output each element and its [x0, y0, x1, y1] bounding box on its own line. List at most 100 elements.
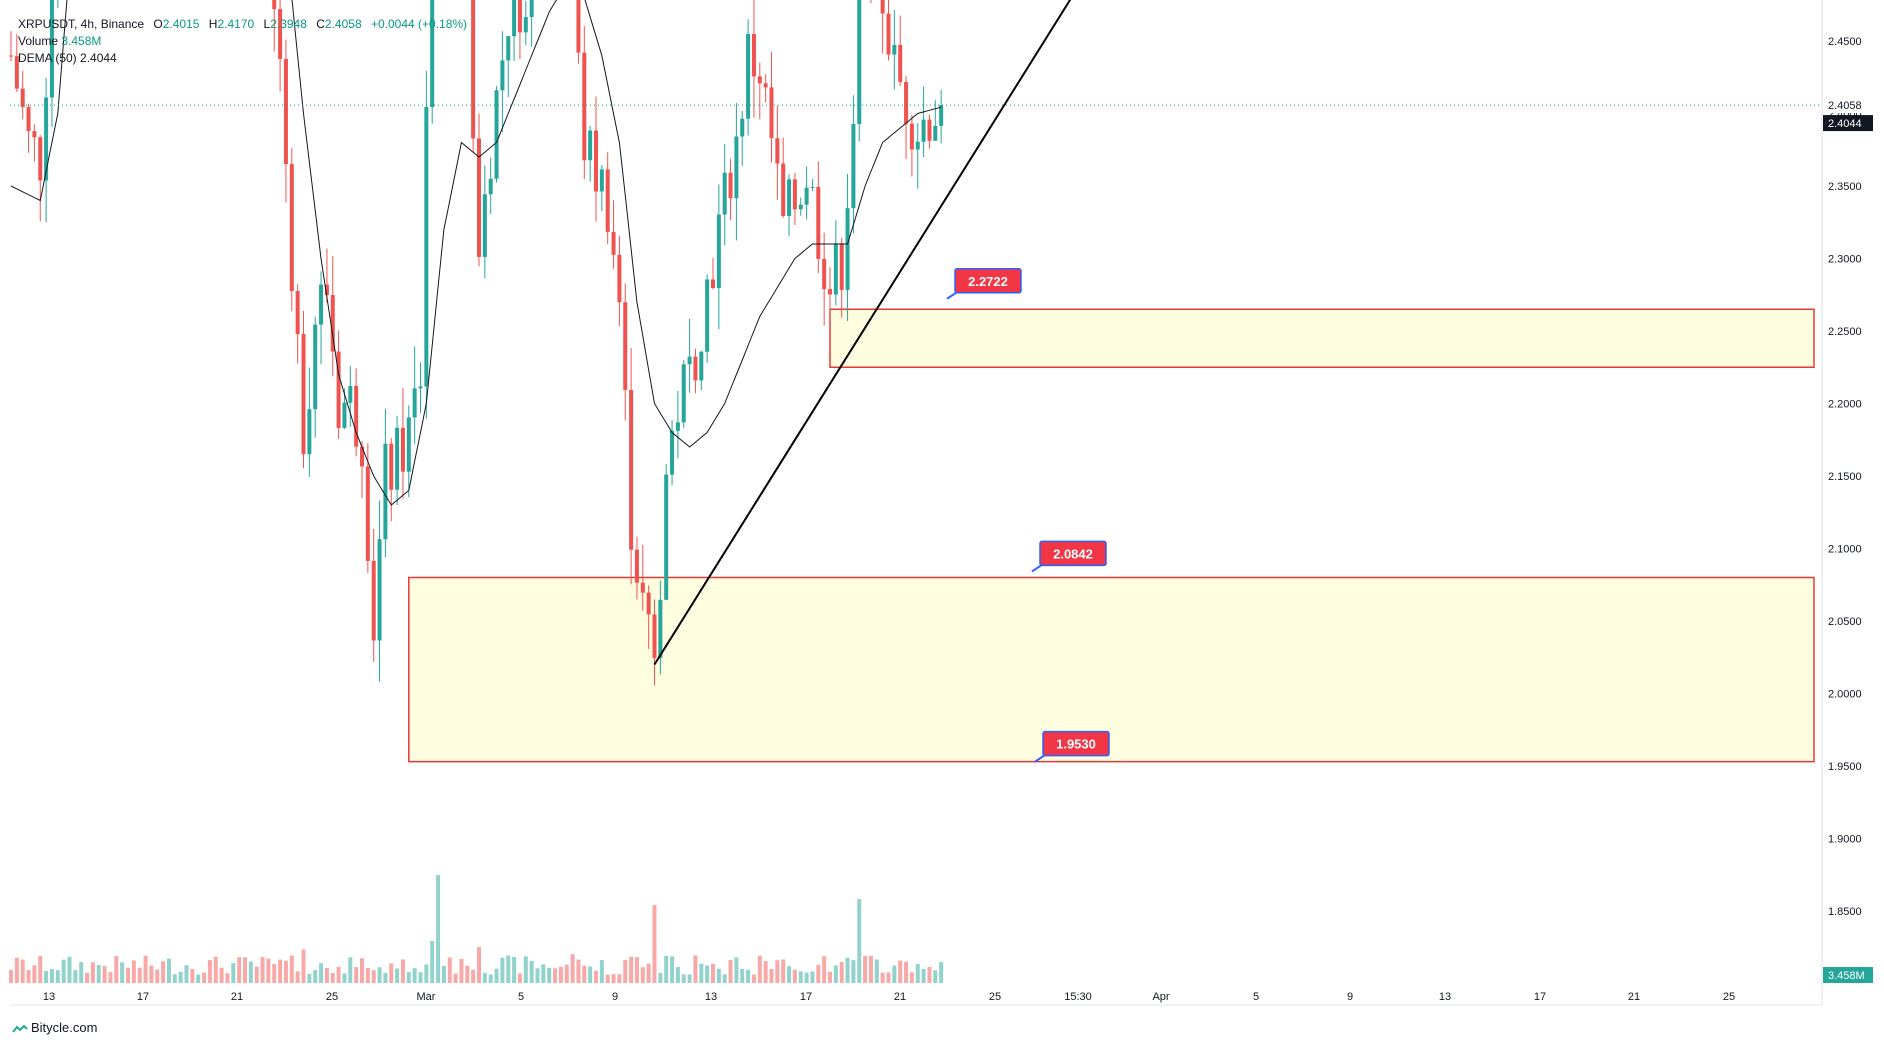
- volume-bar: [488, 974, 493, 983]
- volume-bar: [541, 964, 546, 983]
- price-tag: [1039, 540, 1107, 567]
- volume-bar: [85, 972, 90, 983]
- candle-body: [377, 539, 382, 641]
- volume-bar: [371, 970, 376, 983]
- volume-bar: [599, 960, 604, 983]
- candle-body: [471, 0, 476, 139]
- candle-body: [658, 599, 663, 658]
- volume-bar: [166, 958, 171, 983]
- volume-bar: [921, 968, 926, 983]
- candle-body: [792, 179, 797, 210]
- volume-bar: [453, 973, 458, 983]
- candle-body: [406, 417, 411, 472]
- volume-bar: [582, 965, 587, 983]
- volume-bar: [494, 968, 499, 983]
- volume-bar: [792, 969, 797, 983]
- candle-body: [506, 36, 511, 61]
- volume-bar: [430, 941, 435, 983]
- volume-bar: [833, 965, 838, 983]
- volume-bar: [523, 956, 528, 983]
- volume-bar: [751, 974, 756, 983]
- volume-bar: [681, 974, 686, 983]
- candle-body: [418, 386, 423, 389]
- volume-bar: [734, 957, 739, 983]
- volume-bar: [775, 960, 780, 983]
- candle-body: [313, 324, 318, 410]
- volume-bar: [178, 971, 183, 983]
- volume-bar: [161, 961, 166, 983]
- candle-body: [348, 385, 353, 403]
- volume-bar: [465, 965, 470, 983]
- x-tick-label: 13: [1439, 991, 1451, 1003]
- time-axis: 13 17 21 25 Mar 5 9 13 17 21 25 15:30 Apr 5 9 13 17 21 25: [43, 991, 1735, 1003]
- candle-body: [500, 60, 505, 91]
- volume-bar: [225, 973, 230, 983]
- candle-body: [342, 402, 347, 428]
- candle-body: [482, 194, 487, 257]
- volume-bar: [594, 970, 598, 983]
- legend-close: 2.4058: [324, 17, 362, 31]
- price-tag-label: 2.2722: [968, 274, 1008, 289]
- candle-body: [319, 284, 324, 325]
- volume-label-bg: [1823, 967, 1873, 983]
- volume-bar: [360, 958, 364, 983]
- volume-bar: [44, 970, 49, 983]
- volume-bar: [564, 964, 569, 983]
- candle-body: [927, 119, 932, 141]
- volume-bar: [670, 956, 675, 983]
- axis-price-labels: 2.4058 2.4044 3.458M: [1823, 97, 1873, 983]
- candle-body: [816, 186, 821, 259]
- volume-bar: [506, 955, 511, 983]
- candle-body: [383, 443, 388, 540]
- volume-bar: [237, 957, 242, 983]
- volume-bar: [289, 955, 294, 983]
- volume-bar: [517, 973, 522, 983]
- candle-body: [14, 56, 19, 89]
- volume-bar: [781, 959, 786, 983]
- brand-logo-icon: [12, 1023, 28, 1034]
- x-tick-label: 17: [137, 991, 149, 1003]
- legend-open: 2.4015: [162, 17, 200, 31]
- volume-bar: [482, 972, 487, 983]
- candle-body: [336, 351, 341, 428]
- volume-bar: [652, 905, 657, 983]
- volume-bar: [798, 971, 803, 983]
- price-axis: 1.8500 1.9000 1.9500 2.0000 2.0500 2.1000 2.15…: [1828, 36, 1862, 918]
- candle-body: [646, 592, 651, 615]
- candle-body: [365, 466, 370, 561]
- legend-low: 2.3948: [270, 17, 307, 31]
- x-tick-label: 9: [1347, 991, 1353, 1003]
- volume-bar: [441, 965, 446, 983]
- candle-body: [904, 81, 909, 124]
- volume-bar: [746, 969, 751, 983]
- volume-bar: [365, 967, 370, 983]
- x-tick-label: 9: [612, 991, 618, 1003]
- candle-body: [828, 289, 832, 295]
- candle-body: [395, 427, 400, 490]
- dema-price-label: 2.4044: [1828, 118, 1862, 130]
- volume-bar: [313, 970, 318, 983]
- candle-body: [611, 231, 616, 255]
- volume-bar: [828, 971, 832, 983]
- candle-body: [909, 123, 914, 150]
- volume-bar: [547, 967, 552, 983]
- candle-body: [711, 279, 715, 289]
- legend-symbol: XRPUSDT, 4h, Binance: [18, 17, 145, 31]
- volume-bar: [892, 965, 897, 983]
- volume-bar: [243, 957, 247, 983]
- volume-bar: [190, 968, 195, 983]
- candle-body: [295, 290, 300, 334]
- candle-body: [599, 169, 604, 192]
- candle-body: [939, 105, 944, 126]
- volume-bar: [102, 966, 107, 983]
- volume-bar: [617, 974, 622, 983]
- volume-bar: [722, 974, 727, 983]
- volume-bar: [272, 963, 277, 983]
- last-price-label-bg: [1823, 97, 1873, 114]
- candle-body: [44, 97, 49, 181]
- candles-layer: [9, 0, 944, 686]
- candle-body: [330, 295, 335, 352]
- candle-body: [9, 55, 13, 57]
- volume-label: 3.458M: [1828, 970, 1865, 982]
